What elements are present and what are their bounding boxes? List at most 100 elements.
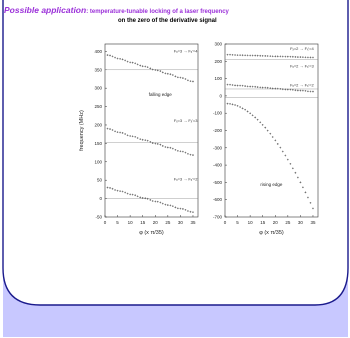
y-axis-label: frequency (MHz) [79,110,85,151]
x-tick-label: 5 [116,220,119,225]
data-point [106,127,109,130]
data-point [144,139,147,142]
data-point [176,76,179,79]
data-point [154,200,157,203]
data-point [179,150,182,153]
data-point [254,85,257,88]
data-point [241,107,244,110]
data-point [239,106,241,108]
data-point [259,54,262,57]
y-tick-label: 0 [99,196,102,201]
y-tick-label: -300 [213,145,223,150]
data-point [116,57,119,60]
data-point [276,143,279,145]
data-point [116,189,119,192]
data-point [111,55,114,58]
data-point [159,143,162,146]
data-point [164,146,167,148]
data-point [286,88,289,91]
data-point [106,54,109,56]
annotation: rising edge [260,182,283,187]
series-label: Fₓ=3 → Fₓ'=3 [174,118,198,123]
data-point [192,154,194,156]
data-point [192,211,194,214]
x-tick-label: 20 [273,220,279,225]
data-point [309,56,312,59]
data-point [149,141,152,143]
data-point [159,70,162,72]
data-point [129,61,132,64]
data-point [304,90,307,92]
data-point [246,110,249,113]
data-point [249,54,252,57]
data-point [184,78,187,80]
data-point [114,56,116,59]
y-tick-label: -500 [213,180,223,185]
data-point [286,55,289,58]
data-point [274,87,277,90]
data-point [146,66,149,69]
data-point [231,84,234,86]
data-point [121,58,124,61]
data-point [244,108,247,111]
data-point [156,143,159,145]
data-point [116,131,119,134]
data-point [169,204,172,207]
data-point [179,207,182,210]
data-point [279,87,282,90]
data-point [144,65,147,68]
data-point [109,128,111,130]
x-tick-label: 30 [298,220,304,225]
data-point [244,85,247,87]
data-point [174,149,177,151]
data-point [291,88,294,91]
data-point [312,90,314,93]
x-tick-label: 25 [285,220,291,225]
data-point [299,89,302,92]
slide-title: Possible application: temperature-tunabl… [4,5,229,15]
series-label: Fₓ=3 → Fₓ'=2 [174,177,198,182]
x-tick-label: 0 [104,220,107,225]
data-point [229,83,231,86]
y-tick-label: -50 [95,215,102,220]
data-point [136,195,139,198]
data-point [106,186,109,189]
data-point [269,132,272,135]
y-tick-label: -600 [213,197,223,202]
data-point [274,139,277,142]
data-point [234,84,236,87]
data-point [134,135,137,138]
data-point [131,61,134,64]
data-point [124,59,127,62]
x-tick-label: 15 [140,220,146,225]
data-point [294,89,297,92]
frame-outline [2,0,349,306]
series-label: Fₓ=2 → Fₓ'=3 [290,63,314,68]
data-point [312,207,314,210]
data-point [289,162,292,165]
data-point [126,134,129,137]
y-tick-label: 300 [214,42,222,47]
data-point [309,201,312,204]
data-point [271,55,274,58]
data-point [271,136,274,138]
data-point [129,193,132,196]
data-point [174,75,177,78]
data-point [229,53,231,56]
data-point [176,149,179,152]
data-point [121,132,124,134]
y-tick-label: 300 [94,86,102,91]
y-tick-label: 100 [94,159,102,164]
data-point [171,205,174,208]
data-point [229,102,231,105]
x-tick-label: 10 [248,220,254,225]
data-point [236,54,239,56]
data-point [161,202,164,205]
data-point [312,56,314,59]
data-point [134,194,137,197]
y-tick-label: 200 [94,122,102,127]
series-label: Fₓ=2 → Fₓ'=2 [290,82,314,87]
series-label: Fₓ=3 → Fₓ'=4 [174,49,198,54]
data-point [289,88,292,91]
